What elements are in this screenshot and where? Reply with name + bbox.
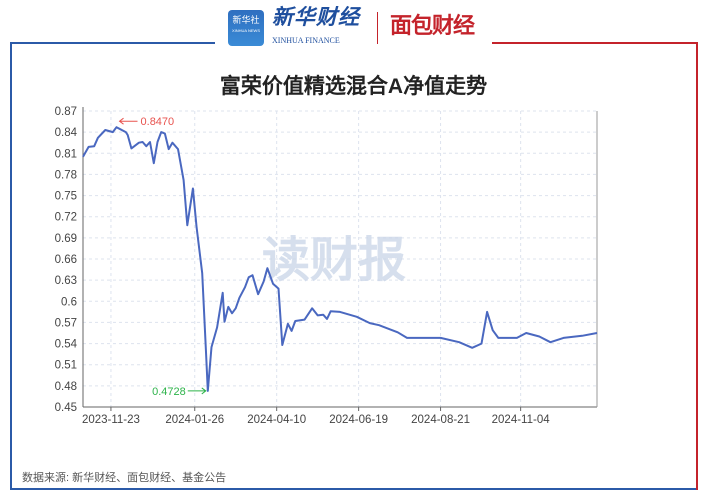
max-arrow-icon xyxy=(118,117,138,125)
data-source-note: 数据来源: 新华财经、面包财经、基金公告 xyxy=(22,472,227,484)
y-tick-label: 0.72 xyxy=(55,212,77,224)
y-tick-label: 0.6 xyxy=(61,296,77,308)
chart-title: 富荣价值精选混合A净值走势 xyxy=(219,75,488,98)
axes: 0.45 0.48 0.51 0.54 0.57 0.6 0.63 0.66 0.69 0.72 0… xyxy=(55,106,598,426)
x-tick-label: 2024-06-19 xyxy=(329,414,388,426)
xinhua-badge-sub: XINHUA NEWS xyxy=(231,28,260,33)
xinhua-badge-text: 新华社 xyxy=(232,15,260,25)
y-tick-label: 0.48 xyxy=(55,381,77,393)
y-tick-label: 0.78 xyxy=(55,169,77,181)
series xyxy=(82,126,598,392)
y-tick-label: 0.66 xyxy=(55,254,77,266)
frame-border-left xyxy=(10,42,12,490)
x-tick-label: 2024-01-26 xyxy=(165,414,224,426)
mianbao-finance-logo: 面包财经 xyxy=(390,13,475,38)
frame-border-bottom xyxy=(10,488,698,490)
min-value-label: 0.4728 xyxy=(152,386,186,398)
watermark: 读财报 xyxy=(262,234,406,287)
frame-border-top-right xyxy=(492,42,698,44)
xinhua-finance-logo: 新华财经 xyxy=(272,6,360,29)
x-tick-label: 2024-11-04 xyxy=(492,414,551,426)
y-tick-label: 0.54 xyxy=(55,339,78,351)
grid xyxy=(83,110,597,407)
y-tick-label: 0.75 xyxy=(55,191,77,203)
xinhua-news-logo: 新华社 XINHUA NEWS xyxy=(228,10,264,46)
frame-border-right xyxy=(696,42,698,490)
annotations: 0.8470 0.4728 xyxy=(118,116,207,398)
x-tick-label: 2024-04-10 xyxy=(247,414,306,426)
y-tick-label: 0.84 xyxy=(55,127,78,139)
y-tick-label: 0.57 xyxy=(55,317,77,329)
nav-series-line xyxy=(82,126,598,392)
y-tick-label: 0.63 xyxy=(55,275,77,287)
y-tick-label: 0.81 xyxy=(55,148,77,160)
x-tick-label: 2024-08-21 xyxy=(411,414,470,426)
frame-border-top-left xyxy=(10,42,215,44)
xinhua-finance-en: XINHUA FINANCE xyxy=(272,36,340,45)
y-tick-label: 0.69 xyxy=(55,233,77,245)
max-value-label: 0.8470 xyxy=(141,116,175,128)
min-arrow-icon xyxy=(187,387,207,395)
logo-separator xyxy=(377,12,378,44)
x-tick-label: 2023-11-23 xyxy=(82,414,140,426)
y-tick-label: 0.45 xyxy=(55,402,77,414)
y-tick-label: 0.87 xyxy=(55,106,77,118)
y-tick-label: 0.51 xyxy=(55,360,77,372)
